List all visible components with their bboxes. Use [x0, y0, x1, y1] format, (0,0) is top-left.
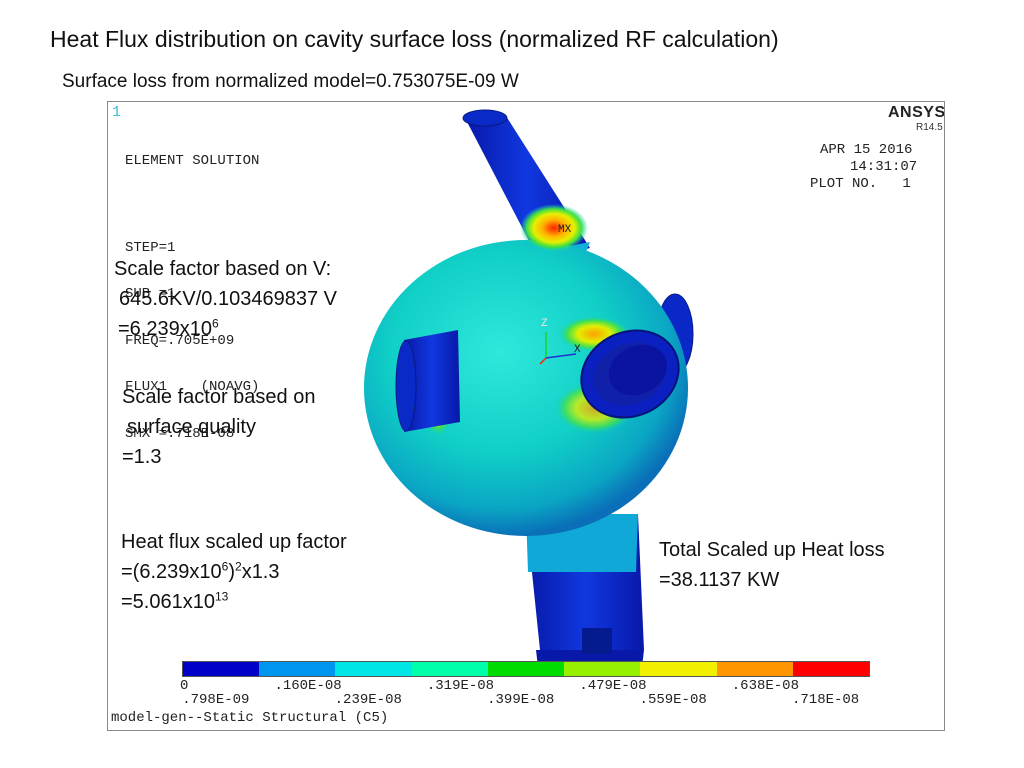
- legend-label-top: .160E-08: [274, 678, 342, 694]
- note-total-line2: =38.1137 KW: [659, 569, 780, 591]
- model-footer: model-gen--Static Structural (C5): [111, 710, 389, 726]
- slide-title: Heat Flux distribution on cavity surface…: [50, 26, 779, 52]
- coordinate-triad: [539, 332, 577, 365]
- note-heat-flux-line2: =(6.239x106)2x1.3: [121, 559, 280, 583]
- note-heat-flux-line1: Heat flux scaled up factor: [121, 531, 347, 553]
- front-right-port: [580, 329, 680, 419]
- note-heat-flux-line3: =5.061x1013: [121, 589, 229, 613]
- legend-color-4: [411, 662, 488, 676]
- legend-label-bottom: .798E-09: [182, 692, 250, 708]
- note-scale-factor-v: Scale factor based on V: 645.6KV/0.10346…: [114, 254, 337, 344]
- slide-subtitle: Surface loss from normalized model=0.753…: [62, 71, 519, 92]
- axis-x-label: X: [574, 344, 581, 356]
- plot-time: 14:31:07: [850, 159, 918, 175]
- legend-label-top: .638E-08: [731, 678, 799, 694]
- legend-label-top: .319E-08: [426, 678, 495, 694]
- cavity-body: [364, 240, 688, 536]
- legend-color-7: [640, 662, 717, 676]
- cavity-heat-flux-render: [364, 109, 694, 667]
- solution-sub: SUB =1: [125, 286, 176, 302]
- ansys-version: R14.5: [916, 122, 943, 133]
- solution-smx: SMX =.718E-08: [125, 425, 235, 442]
- window-number: 1: [112, 104, 122, 121]
- max-heat-spot: [520, 204, 588, 252]
- ansys-plot-window: 1 ANSYS R14.5 APR 15 2016 14:31:07 PLOT …: [107, 101, 945, 731]
- legend-color-5: [487, 662, 565, 676]
- solution-info: ELEMENT SOLUTION STEP=1 SUB =1 FREQ=.705…: [125, 123, 259, 473]
- ansys-logo: ANSYS: [888, 104, 945, 121]
- axis-z-label: Z: [541, 318, 548, 330]
- legend-color-2: [259, 662, 336, 676]
- solution-freq: FREQ=.705E+09: [125, 332, 235, 349]
- mx-marker: MX: [558, 224, 572, 236]
- note-scale-factor-quality: Scale factor based on surface quality =1…: [122, 382, 315, 472]
- legend-color-1: [183, 662, 260, 676]
- note-scale-q-line2: surface quality: [127, 416, 256, 438]
- bottom-beam-pipe: [526, 514, 644, 667]
- contour-legend-bar: [182, 661, 870, 677]
- legend-color-8: [716, 662, 793, 676]
- legend-label-bottom: .399E-08: [487, 692, 555, 708]
- note-heat-flux-factor: Heat flux scaled up factor =(6.239x106)2…: [121, 527, 347, 617]
- left-side-port: [395, 330, 460, 432]
- note-scale-v-line2: 645.6KV/0.103469837 V: [119, 288, 337, 310]
- legend-label-top: 0: [180, 678, 189, 694]
- solution-flux: FLUX1 (NOAVG): [125, 379, 260, 395]
- note-total-heat-loss: Total Scaled up Heat loss =38.1137 KW: [659, 535, 885, 595]
- legend-color-9: [792, 662, 869, 676]
- legend-color-3: [335, 662, 412, 676]
- plot-date: APR 15 2016: [820, 142, 913, 158]
- solution-step: STEP=1: [125, 239, 176, 256]
- note-scale-v-line3: =6.239x106: [118, 316, 219, 340]
- plot-number: PLOT NO. 1: [810, 176, 911, 192]
- solution-header: ELEMENT SOLUTION: [125, 153, 260, 169]
- legend-label-bottom: .718E-08: [792, 692, 860, 708]
- legend-label-bottom: .239E-08: [334, 692, 402, 708]
- note-scale-q-line1: Scale factor based on: [122, 386, 316, 408]
- note-total-line1: Total Scaled up Heat loss: [659, 539, 885, 561]
- note-scale-q-line3: =1.3: [122, 446, 162, 468]
- legend-label-bottom: .559E-08: [639, 692, 707, 708]
- legend-label-top: .479E-08: [579, 678, 647, 694]
- legend-color-6: [564, 662, 641, 676]
- note-scale-v-line1: Scale factor based on V:: [114, 258, 332, 280]
